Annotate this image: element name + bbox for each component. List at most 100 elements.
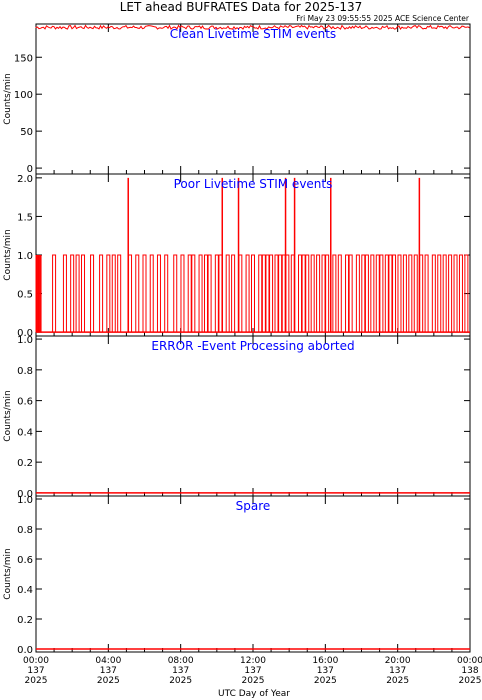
data-spike <box>261 254 266 333</box>
series <box>35 177 470 333</box>
data-spike <box>298 254 303 333</box>
data-spike <box>402 254 407 333</box>
x-tick-time: 12:00 <box>240 656 266 666</box>
data-spike <box>310 254 315 333</box>
y-tick-label: 0.2 <box>17 458 33 469</box>
data-spike <box>258 254 263 333</box>
data-spike <box>180 254 185 333</box>
x-tick-year: 2025 <box>459 676 482 686</box>
chart-timestamp: Fri May 23 09:55:55 2025 ACE Science Cen… <box>296 14 470 23</box>
y-axis-label: Counts/min <box>3 229 13 280</box>
x-tick-time: 16:00 <box>312 656 338 666</box>
data-spike <box>397 254 402 333</box>
data-spike <box>431 254 436 333</box>
data-spike <box>191 254 196 333</box>
data-spike <box>274 254 279 333</box>
panel-4: 0.0 0.2 0.4 0.6 0.8 1.0 Counts/min Spare <box>3 495 471 656</box>
data-spike <box>285 254 290 333</box>
data-spike <box>128 254 133 333</box>
data-spike <box>355 254 360 333</box>
panel-label: Spare <box>236 499 271 513</box>
data-spike <box>231 254 236 333</box>
data-line <box>35 24 470 31</box>
data-spike <box>290 254 295 333</box>
data-spike <box>408 254 413 333</box>
x-axis: 00:00137202504:00137202508:00137202512:0… <box>23 656 482 686</box>
data-spike <box>111 254 116 333</box>
x-tick-time: 20:00 <box>385 656 411 666</box>
x-tick-day: 137 <box>244 666 261 676</box>
data-spike <box>337 254 342 333</box>
data-spike <box>281 254 286 333</box>
y-tick-label: 0.4 <box>17 585 33 596</box>
x-tick-year: 2025 <box>386 676 409 686</box>
y-tick-label: 50 <box>20 127 33 138</box>
data-spike <box>437 254 442 333</box>
y-tick-label: 150 <box>14 53 33 64</box>
data-spike <box>384 254 389 333</box>
x-tick-year: 2025 <box>169 676 192 686</box>
x-tick-time: 00:00 <box>23 656 49 666</box>
data-spike <box>392 254 397 333</box>
y-tick-label: 0.8 <box>17 525 33 536</box>
chart-title: LET ahead BUFRATES Data for 2025-137 <box>120 0 362 14</box>
data-spike <box>238 254 243 333</box>
data-spike <box>99 254 104 333</box>
x-tick-time: 04:00 <box>95 656 121 666</box>
data-spike <box>448 254 453 333</box>
x-tick-day: 137 <box>27 666 44 676</box>
y-tick-label: 1.5 <box>17 212 33 223</box>
x-tick-day: 137 <box>317 666 334 676</box>
y-tick-label: 0.4 <box>17 427 33 438</box>
y-tick-label: 0.0 <box>17 489 33 500</box>
series <box>35 24 470 31</box>
y-tick-label: 100 <box>14 90 33 101</box>
data-spike <box>156 254 161 333</box>
data-spike <box>164 254 169 333</box>
data-spike <box>370 254 375 333</box>
data-spike <box>464 254 469 333</box>
data-spike <box>388 254 393 333</box>
x-tick-year: 2025 <box>25 676 48 686</box>
data-spike <box>198 254 203 333</box>
data-spike <box>269 254 274 333</box>
data-spike <box>207 254 212 333</box>
data-spike <box>458 254 463 333</box>
data-spike <box>424 254 429 333</box>
data-spike <box>203 254 208 333</box>
data-spike <box>75 254 80 333</box>
y-tick-label: 0 <box>27 164 33 175</box>
data-spike <box>173 254 178 333</box>
data-spike <box>301 254 306 333</box>
panel-label: Clean Livetime STIM events <box>170 27 336 41</box>
data-spike <box>245 254 250 333</box>
data-spike <box>135 254 140 333</box>
data-spike <box>332 254 337 333</box>
data-spike <box>364 254 369 333</box>
data-spike <box>379 254 384 333</box>
x-tick-year: 2025 <box>97 676 120 686</box>
data-spike <box>325 254 330 333</box>
data-spike <box>214 254 219 333</box>
data-spike <box>316 254 321 333</box>
panel-frame <box>35 495 471 653</box>
x-tick-time: 08:00 <box>168 656 194 666</box>
panel-2: 0.0 0.5 1.0 1.5 2.0 Counts/min Poor Livetime S… <box>3 173 471 339</box>
y-tick-label: 0.5 <box>17 290 33 301</box>
y-axis-label: Counts/min <box>3 390 13 441</box>
y-tick-label: 0.2 <box>17 615 33 626</box>
y-axis-label: Counts/min <box>3 73 13 124</box>
data-spike <box>348 254 353 333</box>
data-spike <box>375 254 380 333</box>
y-tick-label: 1.0 <box>17 251 33 262</box>
data-spike <box>149 254 154 333</box>
x-tick-day: 138 <box>461 666 478 676</box>
data-spike <box>265 254 270 333</box>
data-spike <box>361 254 366 333</box>
x-tick-time: 00:00 <box>457 656 482 666</box>
data-spike <box>218 254 223 333</box>
y-tick-label: 0.8 <box>17 366 33 377</box>
